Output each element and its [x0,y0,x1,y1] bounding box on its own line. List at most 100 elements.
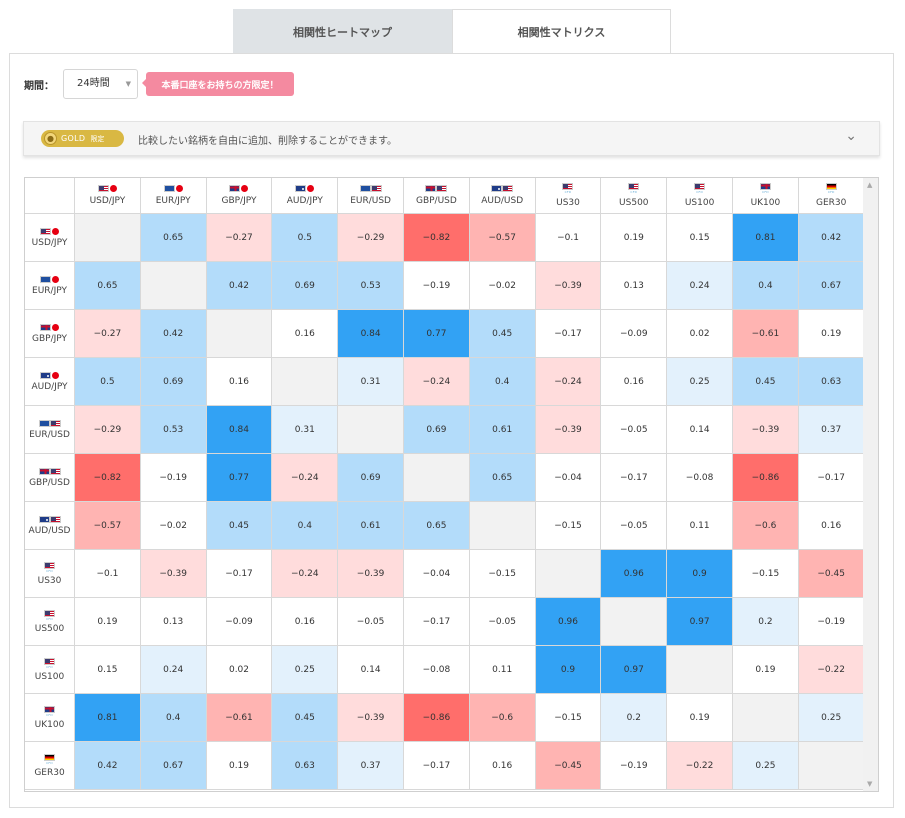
correlation-cell: 0.69 [140,358,207,406]
gold-pill: ● GOLD 限定 [41,130,124,147]
correlation-cell: 0.24 [667,262,733,310]
gold-feature-bar[interactable]: ● GOLD 限定 比較したい銘柄を自由に追加、削除することができます。 ⌄ [23,121,880,156]
correlation-cell: 0.25 [798,694,865,742]
scroll-down-icon[interactable]: ▼ [867,780,873,788]
row-header-flags [38,515,61,523]
flag-jp-icon [52,323,59,331]
column-header-label: GBP/JPY [221,196,257,206]
correlation-cell: 0.37 [798,406,865,454]
matrix-corner [25,178,75,214]
chevron-down-icon[interactable]: ⌄ [845,128,857,144]
correlation-cell: −0.1 [75,550,141,598]
column-header-label: UK100 [750,198,781,208]
column-header-flags [491,185,514,192]
correlation-cell: 0.31 [272,406,339,454]
correlation-cell: −0.29 [338,214,404,262]
correlation-cell: −0.08 [667,454,733,502]
row-header: EUR/USD [25,406,75,454]
correlation-cell: 0.67 [140,742,207,790]
row-header: CFD US500 [25,598,75,646]
correlation-cell: 0.2 [733,598,799,646]
correlation-cell: 0.5 [272,214,339,262]
correlation-cell: 0.96 [601,550,668,598]
diagonal-cell [206,310,273,358]
row-header-label: AUD/USD [28,525,71,536]
column-header-flags [295,185,315,192]
correlation-cell: −0.6 [733,502,799,550]
correlation-cell: 0.42 [75,742,141,790]
correlation-cell: 0.97 [667,598,733,646]
flag-jp-icon [241,185,249,192]
correlation-cell: −0.61 [733,310,799,358]
correlation-cell: −0.57 [75,502,141,550]
flag-jp-icon [52,227,59,235]
vertical-scrollbar[interactable]: ▲ ▼ [863,178,878,791]
correlation-cell: 0.9 [535,646,602,694]
period-label: 期間： [24,81,54,92]
scroll-up-icon[interactable]: ▲ [867,181,873,189]
column-header-label: GER30 [816,198,847,208]
correlation-cell: −0.27 [206,214,273,262]
correlation-cell: −0.24 [535,358,602,406]
correlation-cell: −0.19 [140,454,207,502]
flag-us-icon [694,183,706,190]
flag-uk-icon [40,323,51,331]
correlation-cell: 0.61 [469,406,536,454]
column-header-label: EUR/USD [350,196,391,206]
tab-heatmap[interactable]: 相関性ヒートマップ [233,9,452,54]
correlation-cell: 0.77 [206,454,273,502]
row-header: CFD US100 [25,646,75,694]
correlation-cell: −0.17 [601,454,668,502]
correlation-cell: −0.39 [733,406,799,454]
row-header-flags [38,467,61,475]
correlation-cell: 0.5 [75,358,141,406]
correlation-cell: 0.67 [798,262,865,310]
flag-eu-icon [38,419,50,427]
tab-matrix[interactable]: 相関性マトリクス [452,9,671,54]
row-header-label: GBP/JPY [32,333,67,344]
column-header-flags [562,183,574,190]
correlation-cell: 0.19 [601,214,668,262]
correlation-cell: 0.13 [601,262,668,310]
correlation-cell: 0.11 [667,502,733,550]
row-header-sub: CFD [46,712,53,717]
row-header: EUR/JPY [25,262,75,310]
correlation-cell: 0.4 [140,694,207,742]
correlation-cell: −0.08 [404,646,470,694]
correlation-cell: −0.04 [404,550,470,598]
diagonal-cell [601,598,668,646]
tab-bar: 相関性ヒートマップ 相関性マトリクス [233,9,671,54]
row-header-sub: CFD [46,568,53,573]
correlation-cell: −0.29 [75,406,141,454]
row-header-flags [40,323,59,331]
column-header: USD/JPY [75,178,141,214]
row-header-flags [40,275,59,283]
column-header-label: EUR/JPY [155,196,191,206]
column-header-label: USD/JPY [89,196,126,206]
flag-uk-icon [229,185,241,192]
correlation-cell: −0.19 [798,598,865,646]
column-header: AUD/USD [469,178,536,214]
row-header-sub: CFD [46,616,53,621]
correlation-cell: 0.77 [404,310,470,358]
correlation-matrix: USD/JPY EUR/JPY GBP/JPY AUD/JPY EUR/USD GBP/U… [24,177,879,792]
column-header: CFD US30 [535,178,602,214]
correlation-cell: −0.86 [733,454,799,502]
row-header: GBP/USD [25,454,75,502]
chevron-down-icon: ▼ [125,80,131,88]
row-header-label: GBP/USD [29,477,70,488]
promo-badge: 本番口座をお持ちの方限定！ [146,72,294,96]
correlation-cell: 0.19 [798,310,865,358]
correlation-cell: 0.45 [469,310,536,358]
column-header-flags [97,185,117,192]
period-select[interactable]: 24時間 ▼ [63,69,138,99]
correlation-cell: −0.82 [404,214,470,262]
correlation-cell: 0.13 [140,598,207,646]
diagonal-cell [75,214,141,262]
row-header-sub: CFD [46,664,53,669]
correlation-cell: 0.69 [338,454,404,502]
correlation-cell: −0.17 [798,454,865,502]
flag-us-icon [49,419,61,427]
row-header-label: EUR/JPY [32,285,67,296]
correlation-cell: −0.02 [469,262,536,310]
